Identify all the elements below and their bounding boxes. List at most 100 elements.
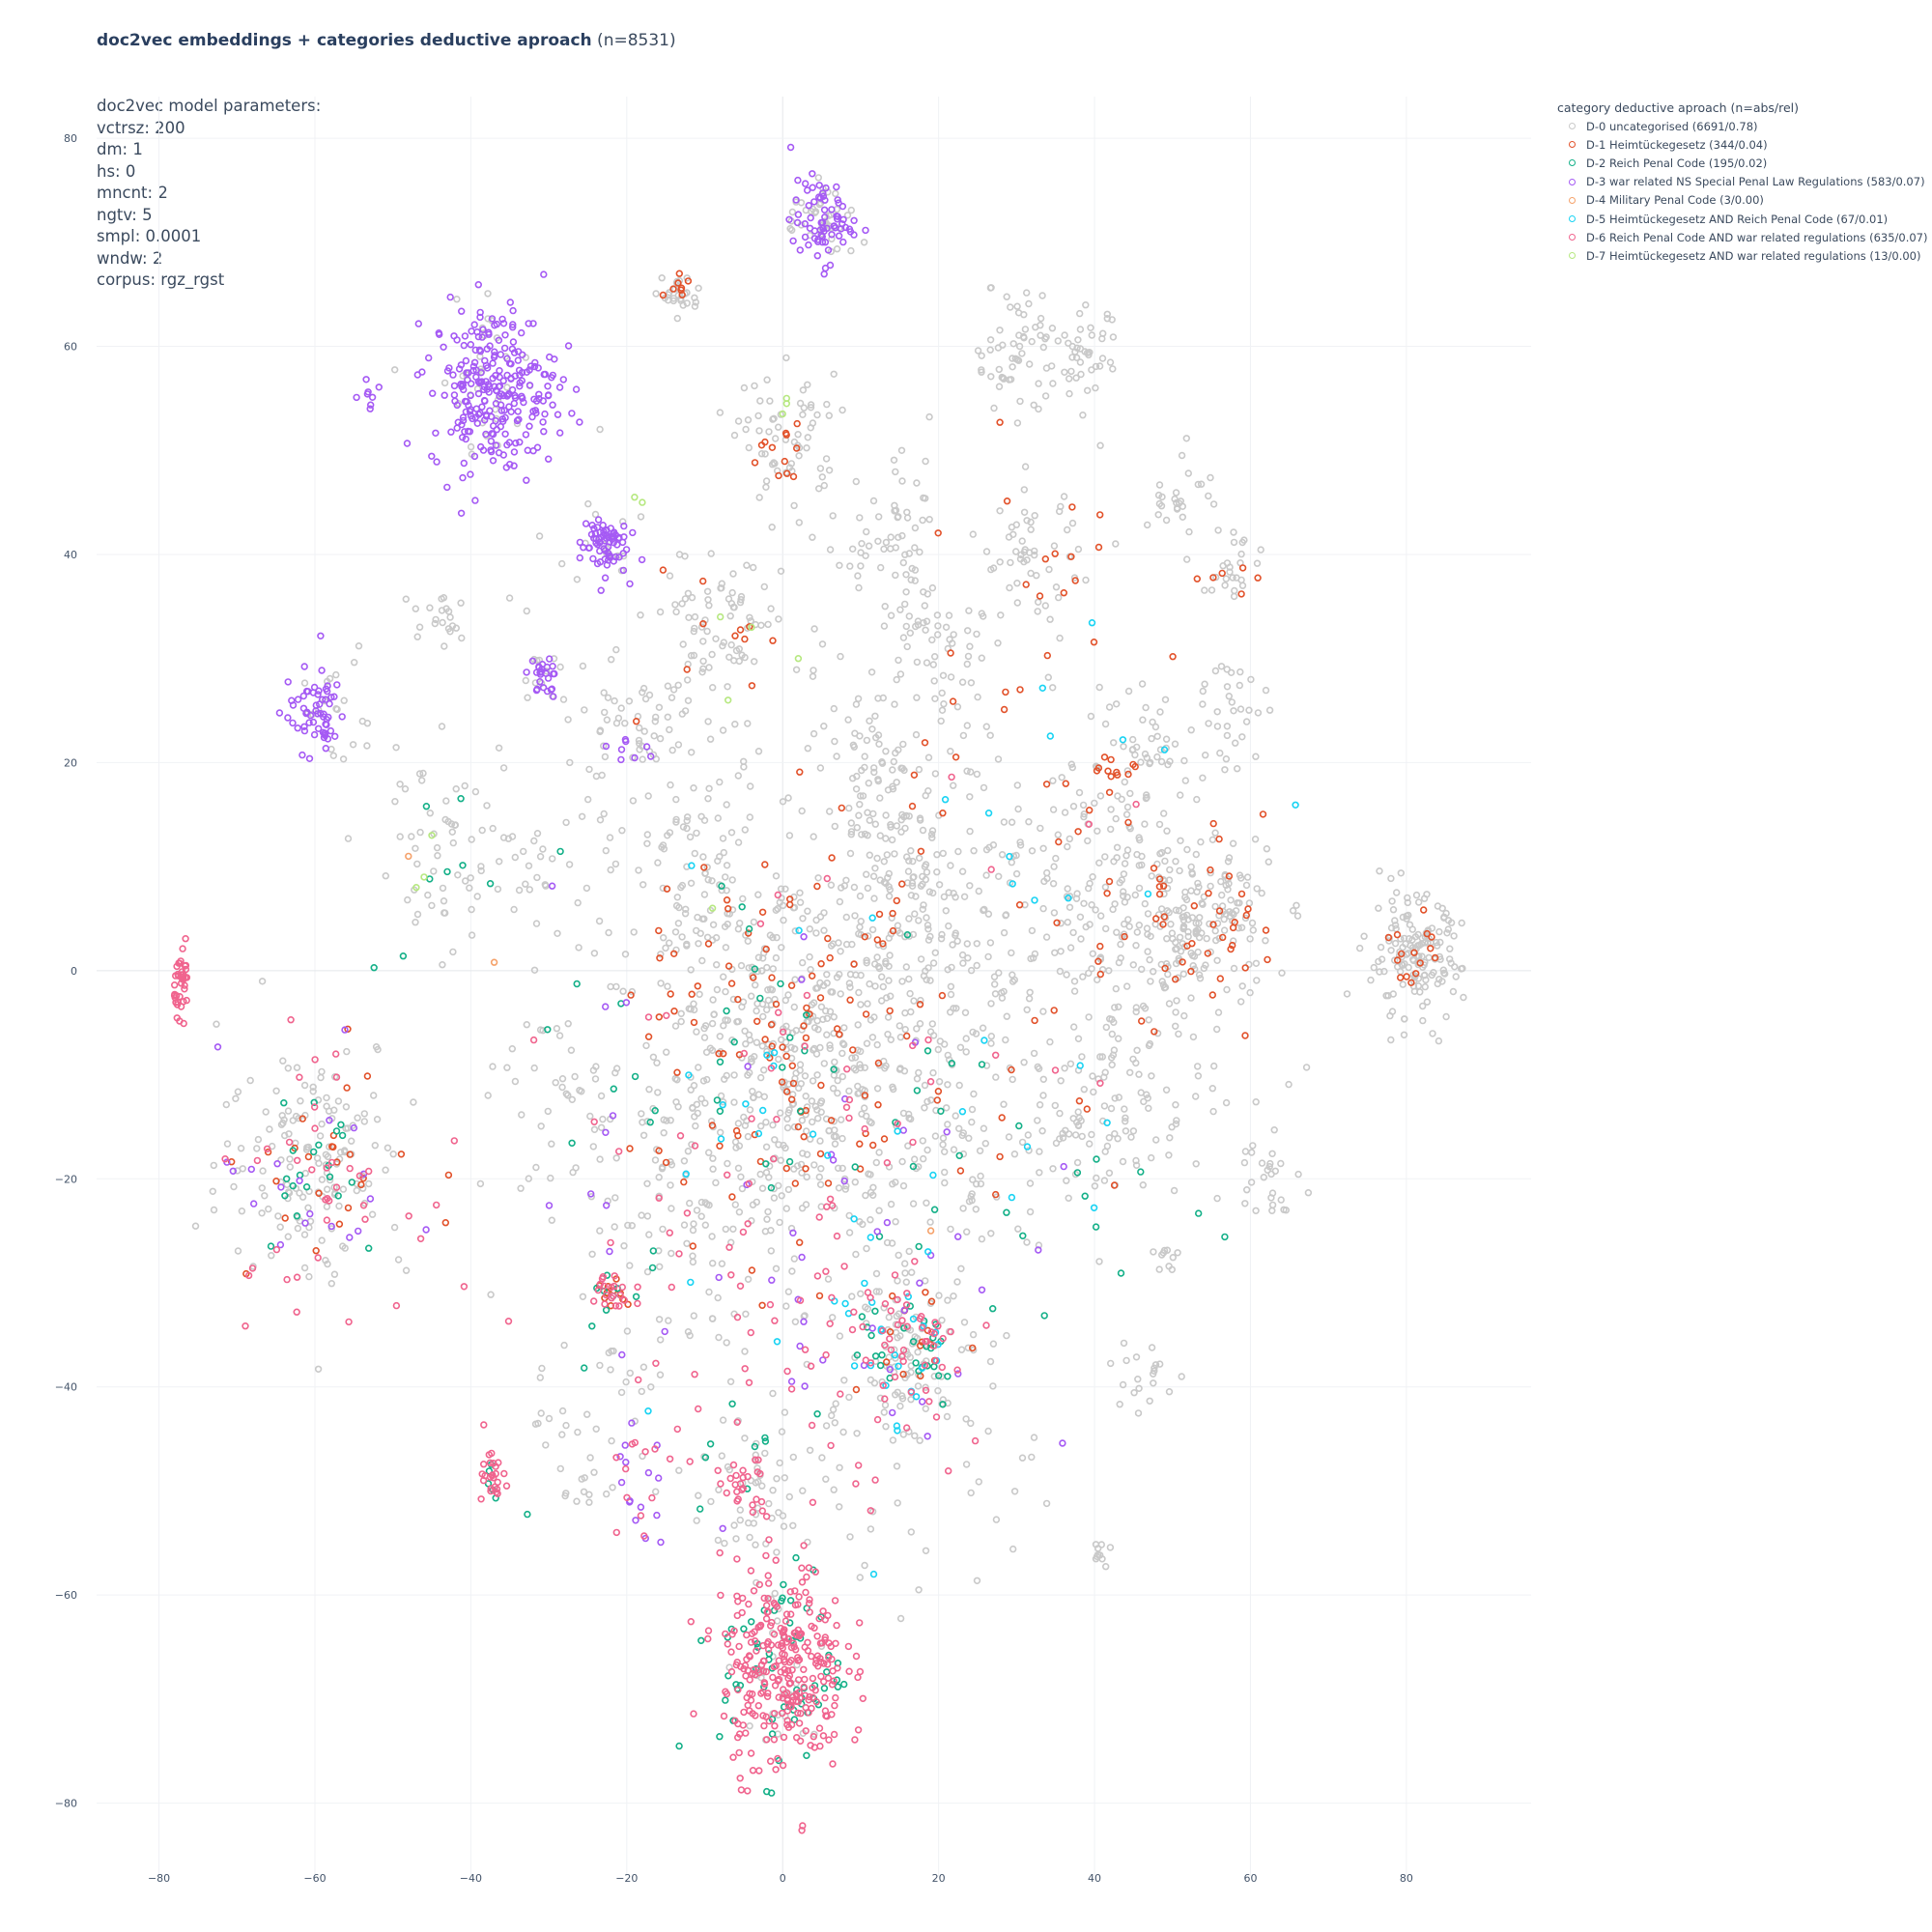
data-point[interactable] bbox=[664, 832, 671, 839]
data-point[interactable] bbox=[296, 1177, 303, 1185]
data-point[interactable] bbox=[1450, 932, 1458, 940]
data-point[interactable] bbox=[923, 1199, 930, 1208]
data-point[interactable] bbox=[715, 1333, 723, 1342]
data-point[interactable] bbox=[949, 941, 956, 949]
data-point[interactable] bbox=[832, 189, 839, 198]
data-point[interactable] bbox=[1065, 903, 1074, 911]
data-point[interactable] bbox=[854, 1673, 862, 1682]
data-point[interactable] bbox=[791, 1587, 799, 1595]
data-point[interactable] bbox=[529, 408, 537, 415]
data-point[interactable] bbox=[854, 1726, 863, 1734]
data-point[interactable] bbox=[902, 588, 910, 596]
data-point[interactable] bbox=[1292, 801, 1299, 809]
data-point[interactable] bbox=[991, 990, 1000, 998]
data-point[interactable] bbox=[355, 1227, 362, 1236]
data-point[interactable] bbox=[408, 833, 415, 840]
data-point[interactable] bbox=[737, 595, 745, 604]
data-point[interactable] bbox=[1237, 590, 1245, 598]
data-point[interactable] bbox=[835, 970, 843, 979]
data-point[interactable] bbox=[691, 1142, 699, 1150]
data-point[interactable] bbox=[319, 696, 327, 703]
data-point[interactable] bbox=[840, 1263, 848, 1270]
data-point[interactable] bbox=[781, 1078, 788, 1086]
data-point[interactable] bbox=[320, 733, 328, 742]
data-point[interactable] bbox=[787, 1378, 796, 1385]
data-point[interactable] bbox=[833, 1676, 841, 1684]
data-point[interactable] bbox=[727, 980, 736, 987]
data-point[interactable] bbox=[654, 1089, 662, 1096]
data-point[interactable] bbox=[836, 1332, 844, 1340]
data-point[interactable] bbox=[830, 1730, 838, 1739]
data-point[interactable] bbox=[766, 931, 775, 939]
data-point[interactable] bbox=[646, 1118, 654, 1126]
data-point[interactable] bbox=[779, 1761, 787, 1770]
data-point[interactable] bbox=[418, 777, 426, 784]
data-point[interactable] bbox=[309, 718, 318, 726]
data-point[interactable] bbox=[1262, 686, 1270, 695]
data-point[interactable] bbox=[796, 768, 804, 776]
data-point[interactable] bbox=[489, 457, 497, 465]
data-point[interactable] bbox=[888, 1239, 896, 1247]
data-point[interactable] bbox=[326, 1116, 333, 1124]
data-point[interactable] bbox=[1219, 561, 1227, 570]
data-point[interactable] bbox=[622, 737, 630, 746]
data-point[interactable] bbox=[734, 1120, 743, 1127]
data-point[interactable] bbox=[773, 1603, 781, 1610]
data-point[interactable] bbox=[747, 1328, 754, 1337]
data-point[interactable] bbox=[1014, 1225, 1022, 1233]
data-point[interactable] bbox=[871, 820, 879, 828]
data-point[interactable] bbox=[673, 1076, 681, 1084]
data-point[interactable] bbox=[1154, 511, 1162, 519]
data-point[interactable] bbox=[1241, 1032, 1249, 1039]
data-point[interactable] bbox=[703, 1075, 711, 1084]
data-point[interactable] bbox=[547, 1174, 554, 1182]
data-point[interactable] bbox=[339, 1242, 347, 1250]
data-point[interactable] bbox=[867, 1359, 874, 1367]
data-point[interactable] bbox=[674, 920, 683, 927]
data-point[interactable] bbox=[644, 792, 652, 800]
data-point[interactable] bbox=[996, 558, 1004, 566]
data-point[interactable] bbox=[847, 206, 855, 214]
data-point[interactable] bbox=[426, 809, 434, 817]
data-point[interactable] bbox=[882, 835, 890, 842]
data-point[interactable] bbox=[618, 518, 627, 526]
data-point[interactable] bbox=[489, 1471, 497, 1479]
data-point[interactable] bbox=[1013, 579, 1021, 587]
data-point[interactable] bbox=[667, 1116, 674, 1124]
data-point[interactable] bbox=[761, 1036, 769, 1043]
data-point[interactable] bbox=[651, 1488, 660, 1495]
data-point[interactable] bbox=[735, 1208, 744, 1216]
data-point[interactable] bbox=[765, 1536, 773, 1544]
data-point[interactable] bbox=[471, 787, 480, 796]
data-point[interactable] bbox=[1083, 1105, 1092, 1113]
data-point[interactable] bbox=[542, 1441, 550, 1449]
data-point[interactable] bbox=[771, 1317, 779, 1324]
data-point[interactable] bbox=[482, 378, 490, 385]
data-point[interactable] bbox=[920, 901, 927, 909]
data-point[interactable] bbox=[1247, 1179, 1256, 1186]
data-point[interactable] bbox=[941, 1179, 949, 1187]
data-point[interactable] bbox=[496, 367, 503, 375]
data-point[interactable] bbox=[324, 1185, 331, 1193]
data-point[interactable] bbox=[1227, 896, 1235, 904]
data-point[interactable] bbox=[1089, 950, 1097, 957]
data-point[interactable] bbox=[315, 1189, 323, 1198]
data-point[interactable] bbox=[774, 423, 782, 431]
data-point[interactable] bbox=[742, 1672, 750, 1680]
data-point[interactable] bbox=[1427, 945, 1435, 952]
data-point[interactable] bbox=[1238, 582, 1247, 589]
data-point[interactable] bbox=[1069, 802, 1078, 810]
data-point[interactable] bbox=[922, 1337, 929, 1346]
data-point[interactable] bbox=[1176, 933, 1184, 941]
data-point[interactable] bbox=[982, 723, 990, 730]
data-point[interactable] bbox=[1081, 1192, 1089, 1200]
data-point[interactable] bbox=[874, 962, 883, 971]
data-point[interactable] bbox=[749, 1766, 757, 1775]
data-point[interactable] bbox=[474, 281, 482, 289]
data-point[interactable] bbox=[1068, 519, 1077, 527]
data-point[interactable] bbox=[428, 452, 436, 460]
data-point[interactable] bbox=[1409, 956, 1418, 965]
data-point[interactable] bbox=[975, 887, 982, 895]
data-point[interactable] bbox=[671, 928, 680, 936]
data-point[interactable] bbox=[294, 696, 302, 703]
